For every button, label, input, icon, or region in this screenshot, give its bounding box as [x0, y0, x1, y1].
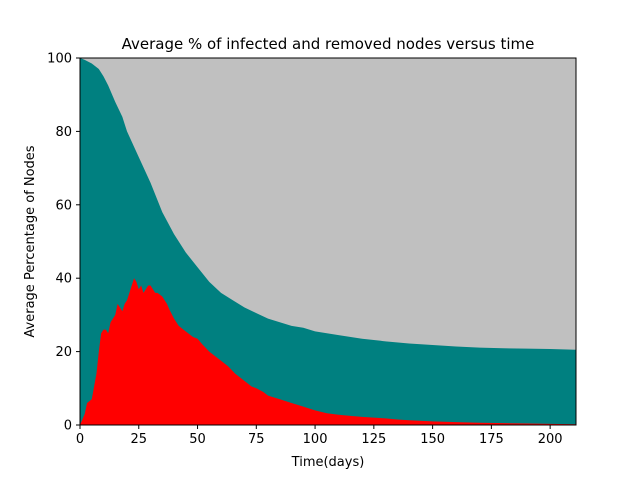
x-tick-label: 150 — [420, 432, 445, 447]
y-tick-label: 100 — [47, 52, 72, 67]
x-tick-label: 200 — [538, 432, 563, 447]
x-tick-label: 25 — [130, 432, 147, 447]
susceptible-area — [80, 58, 576, 425]
x-axis: 0 25 50 75 100 125 150 175 200 — [76, 425, 563, 447]
plot-area — [79, 57, 577, 426]
y-tick-label: 60 — [55, 198, 72, 213]
y-tick-label: 0 — [64, 419, 72, 434]
y-axis: 0 20 40 60 80 100 — [47, 52, 80, 434]
x-axis-label: Time(days) — [291, 455, 365, 470]
infected-area — [80, 278, 576, 425]
x-tick-label: 175 — [479, 432, 504, 447]
x-tick-label: 75 — [248, 432, 265, 447]
y-tick-label: 80 — [55, 125, 72, 140]
y-axis-label: Average Percentage of Nodes — [23, 145, 38, 337]
x-tick-label: 125 — [361, 432, 386, 447]
y-tick-label: 40 — [55, 272, 72, 287]
x-tick-label: 100 — [303, 432, 328, 447]
x-tick-label: 0 — [76, 432, 84, 447]
y-tick-label: 20 — [55, 345, 72, 360]
chart-title: Average % of infected and removed nodes … — [122, 35, 535, 53]
plot-frame — [79, 57, 577, 426]
x-tick-label: 50 — [189, 432, 206, 447]
